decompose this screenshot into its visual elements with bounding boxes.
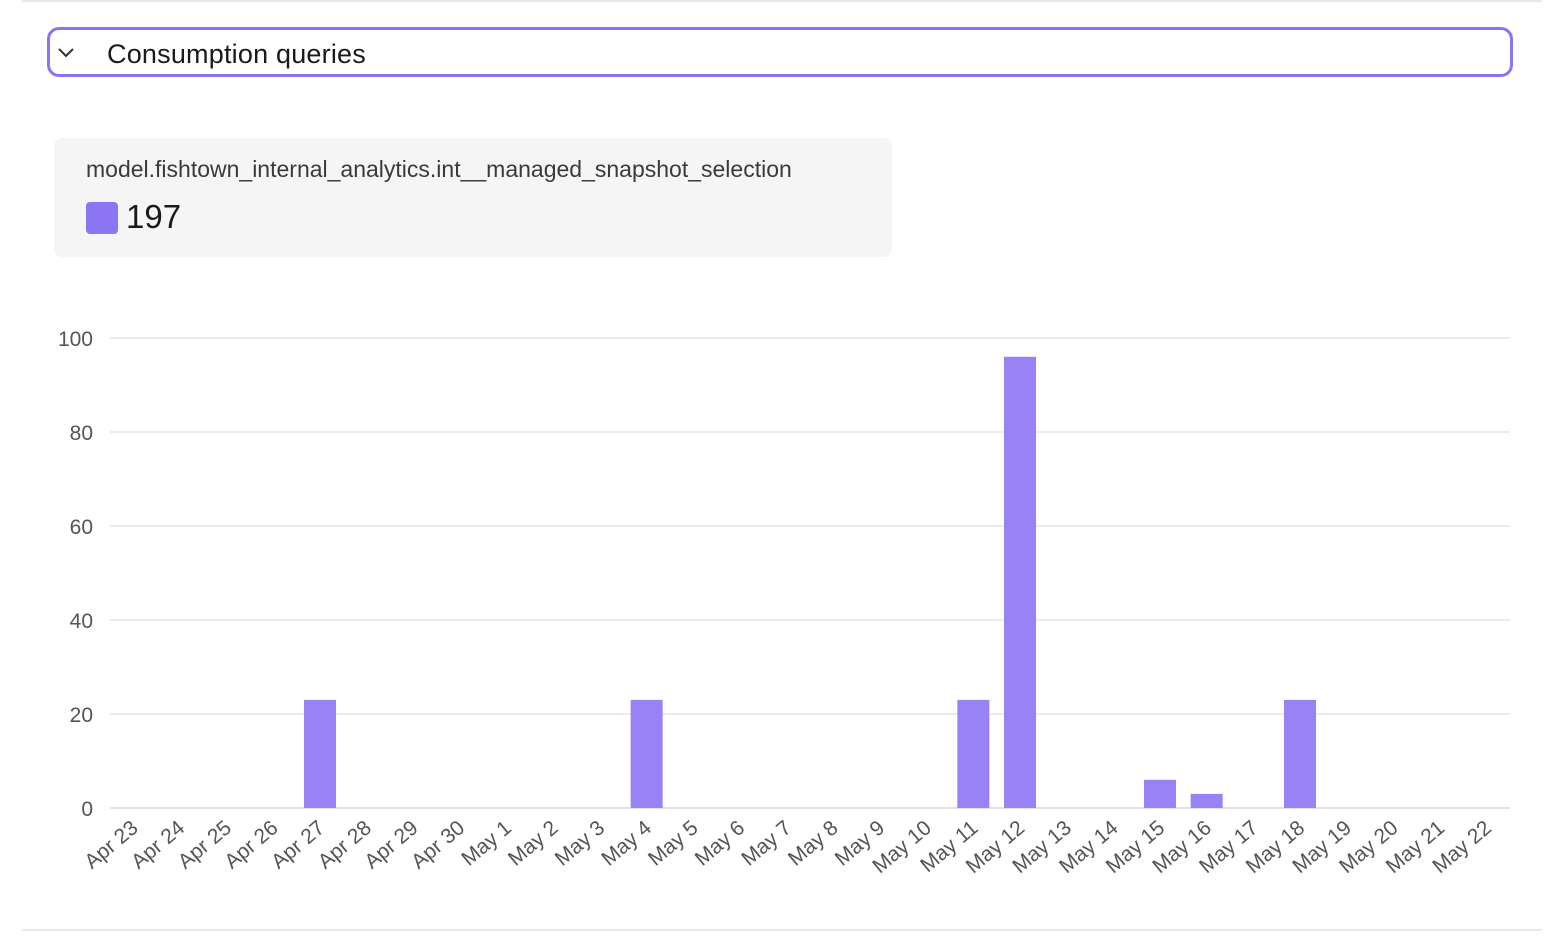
x-tick-label: May 7 [737,816,796,870]
x-tick-label: Apr 29 [360,816,422,873]
x-tick-label: May 2 [504,816,563,870]
x-tick-label: Apr 26 [220,816,282,873]
x-tick-label: May 5 [644,816,703,870]
y-tick-label: 0 [81,798,93,821]
x-tick-label: Apr 28 [314,816,376,873]
section-title: Consumption queries [107,39,366,69]
x-tick-label: May 3 [551,816,610,870]
x-tick-label: May 6 [691,816,750,870]
x-tick-label: May 4 [597,816,656,871]
y-tick-label: 100 [58,328,93,351]
y-tick-label: 40 [70,610,93,633]
x-tick-label: May 1 [457,816,516,870]
bottom-divider [22,929,1542,931]
bar [1144,779,1176,808]
bar [630,699,663,808]
legend-label: model.fishtown_internal_analytics.int__m… [86,156,792,182]
y-tick-label: 20 [70,704,93,727]
legend-total: 197 [126,198,182,235]
chart-legend: model.fishtown_internal_analytics.int__m… [54,138,892,257]
bar [304,699,336,808]
top-divider [22,0,1542,2]
x-tick-label: Apr 30 [407,816,469,873]
bar [1190,793,1223,808]
x-tick-label: Apr 27 [267,816,329,873]
y-tick-label: 60 [70,516,93,539]
y-tick-label: 80 [70,422,93,445]
consumption-queries-toggle[interactable]: Consumption queries [47,27,1513,77]
x-tick-label: May 8 [784,816,843,870]
legend-swatch [86,202,118,234]
bar [1004,356,1036,808]
bar [957,699,990,808]
chevron-down-icon [58,48,74,58]
bar [1284,699,1316,808]
x-tick-label: Apr 23 [80,816,142,873]
x-tick-label: Apr 25 [174,816,236,873]
